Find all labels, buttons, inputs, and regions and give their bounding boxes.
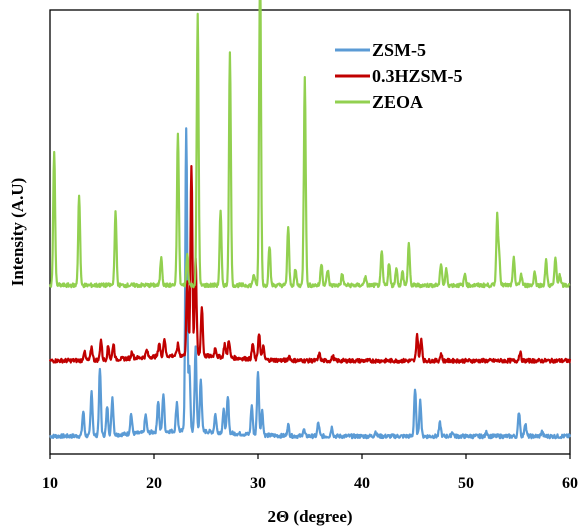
series-line-0-3hzsm-5: [48, 165, 572, 364]
legend-label: ZEOA: [372, 92, 423, 112]
y-axis-title: Intensity (A.U): [8, 178, 27, 287]
legend-label: ZSM-5: [372, 40, 426, 60]
series-layer: [48, 0, 572, 440]
plot-frame: [49, 9, 571, 455]
x-tick-label: 40: [354, 475, 370, 492]
series-line-zeoa: [48, 0, 571, 289]
legend-label: 0.3HZSM-5: [372, 66, 463, 86]
legend: ZSM-5 0.3HZSM-5 ZEOA: [335, 40, 463, 112]
x-tick-label: 20: [146, 475, 162, 492]
x-ticks: 10 20 30 40 50 60: [42, 454, 578, 492]
x-axis-title: 2Θ (degree): [267, 507, 352, 526]
x-tick-label: 10: [42, 475, 58, 492]
x-tick-label: 30: [250, 475, 266, 492]
series-line-zsm-5: [49, 127, 572, 440]
x-tick-label: 50: [458, 475, 474, 492]
x-tick-label: 60: [562, 475, 578, 492]
